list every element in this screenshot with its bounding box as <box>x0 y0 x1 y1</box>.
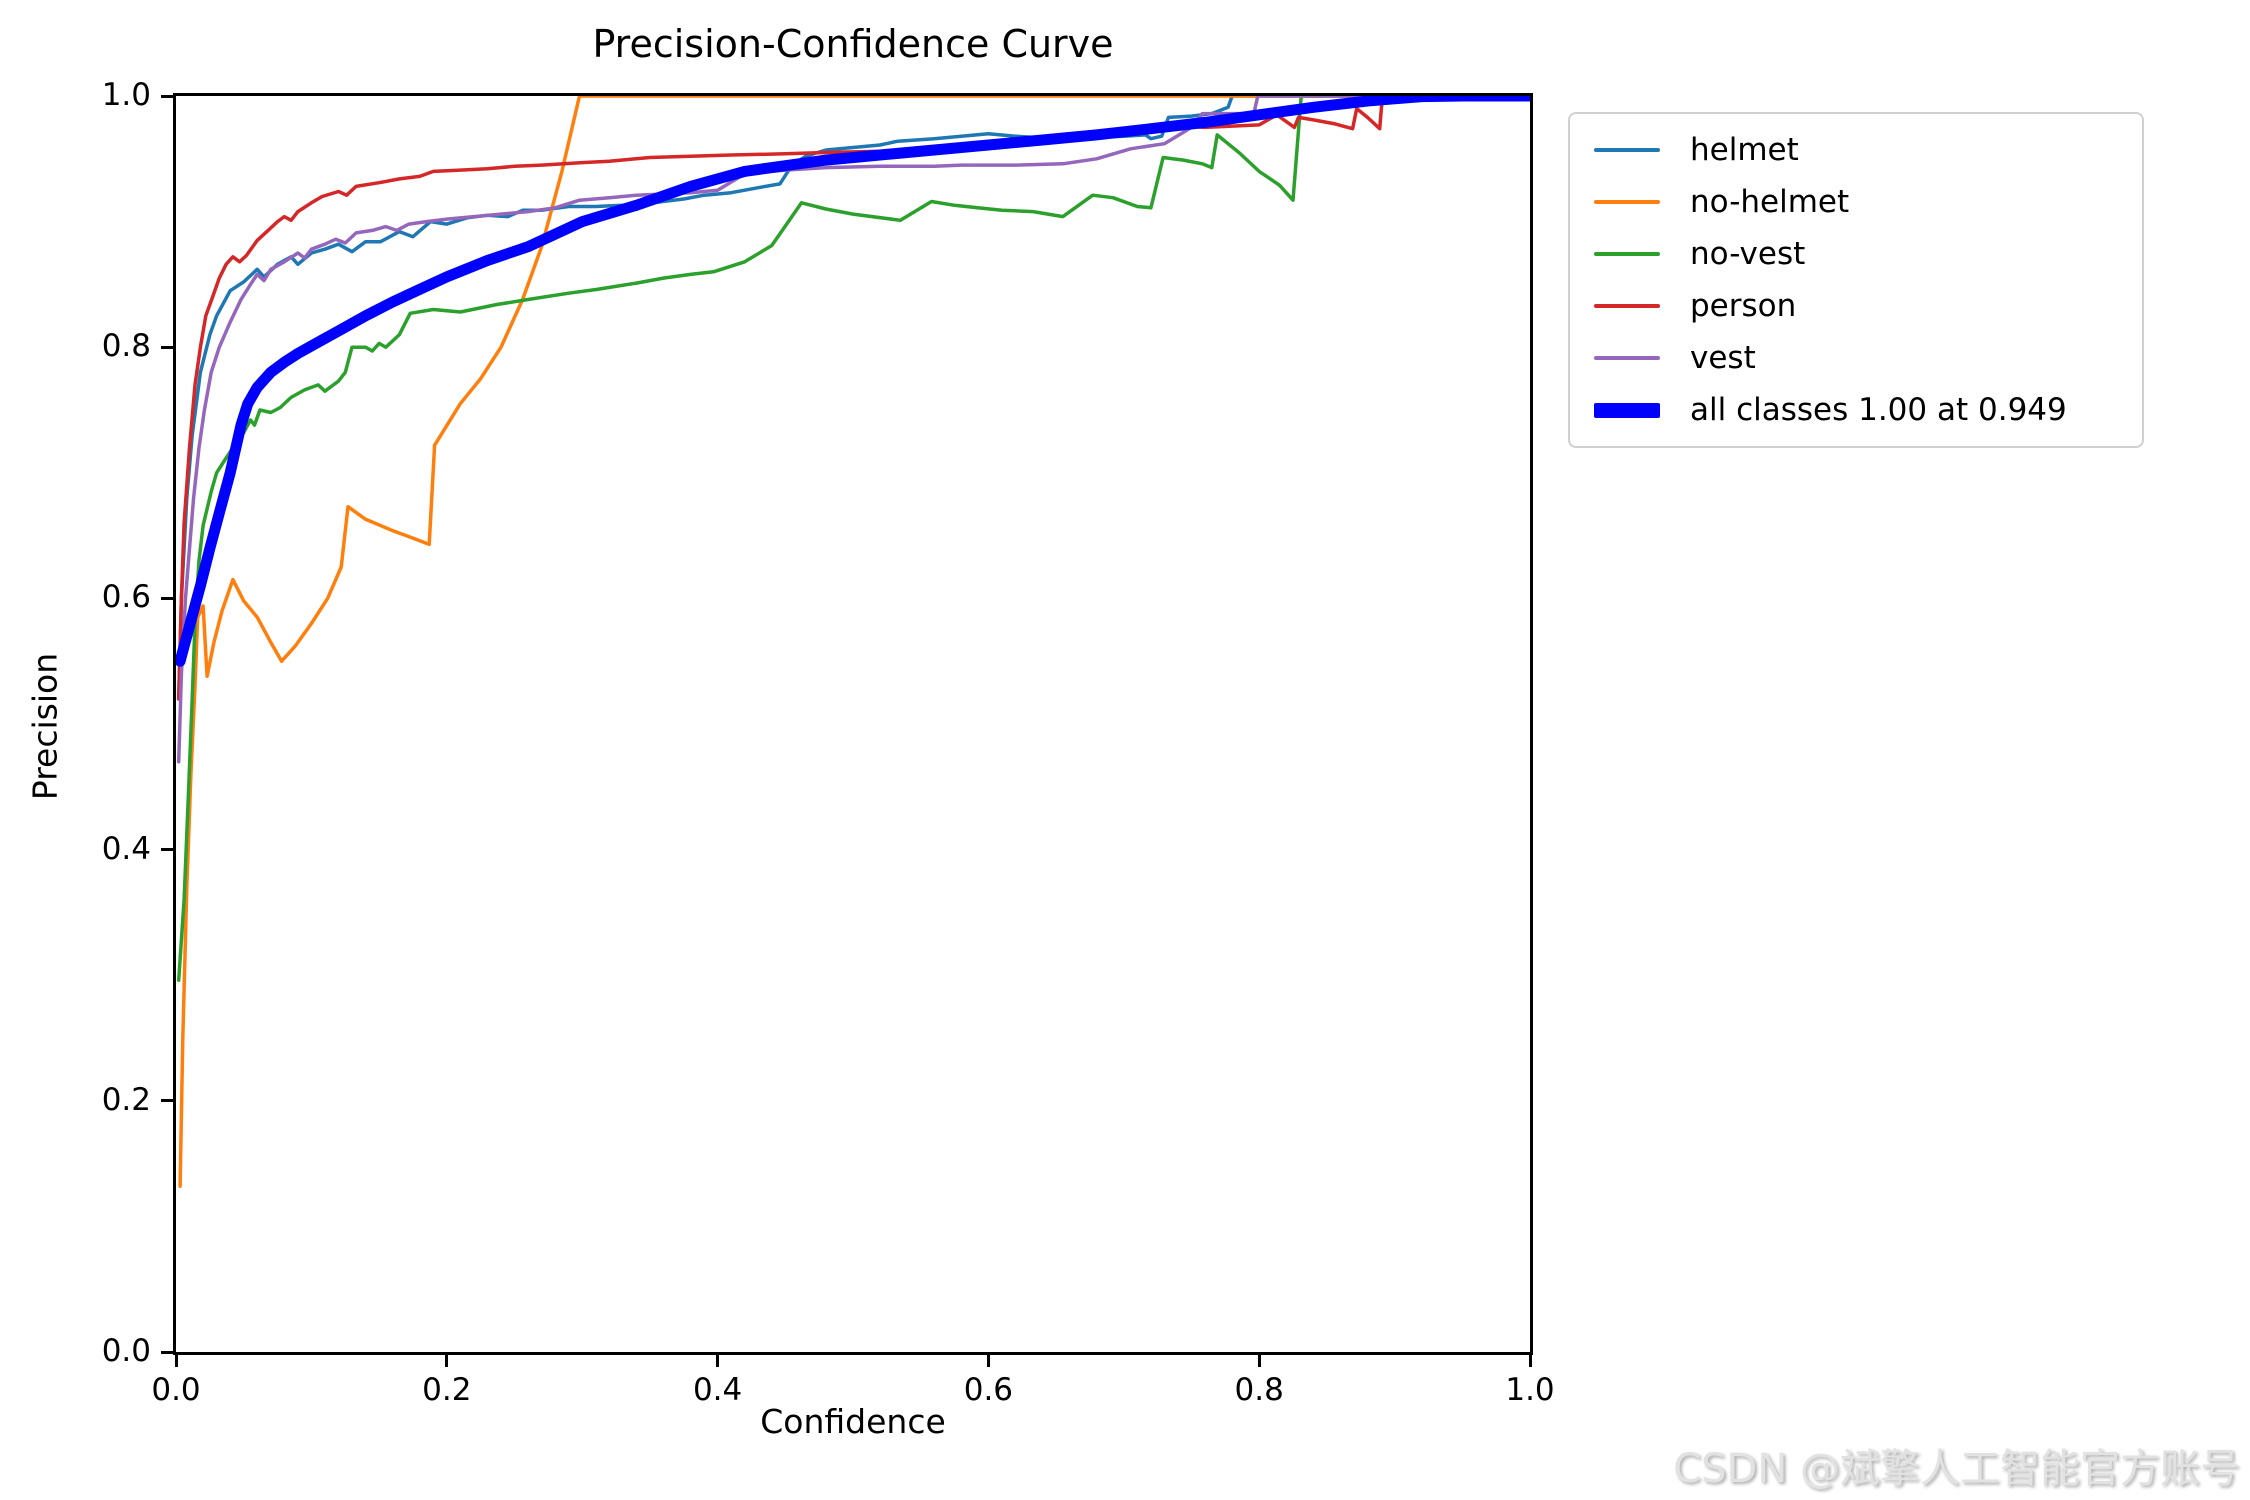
legend: helmet no-helmet no-vest person vest all clas… <box>1568 112 2144 448</box>
watermark: CSDN @斌擎人工智能官方账号 <box>1673 1446 2240 1492</box>
x-tick-label: 0.8 <box>1234 1372 1284 1408</box>
y-tick-label: 1.0 <box>101 77 151 113</box>
x-tick-mark <box>174 1355 178 1367</box>
x-axis-label: Confidence <box>760 1402 946 1441</box>
legend-line-sample <box>1594 402 1660 418</box>
legend-line-sample <box>1594 251 1660 257</box>
legend-label: person <box>1690 288 1797 324</box>
y-tick-mark <box>161 1350 173 1354</box>
curve-no-vest <box>176 96 1465 982</box>
y-tick-mark <box>161 345 173 349</box>
legend-item: helmet <box>1570 132 2142 168</box>
legend-label: no-vest <box>1690 236 1806 272</box>
legend-label: no-helmet <box>1690 184 1850 220</box>
y-tick-label: 0.4 <box>101 830 151 867</box>
plot-area <box>173 93 1533 1355</box>
x-tick-label: 0.0 <box>151 1372 201 1408</box>
legend-line-sample <box>1594 355 1660 361</box>
y-tick-label: 0.8 <box>101 328 151 365</box>
x-tick-label: 0.6 <box>963 1372 1014 1408</box>
x-tick-mark <box>1528 1355 1532 1367</box>
y-tick-mark <box>161 1099 173 1103</box>
x-tick-label: 0.2 <box>422 1372 472 1408</box>
x-tick-label: 0.4 <box>692 1372 743 1408</box>
y-tick-label: 0.6 <box>101 579 151 616</box>
legend-item: all classes 1.00 at 0.949 <box>1570 392 2142 428</box>
y-tick-label: 0.2 <box>101 1081 151 1118</box>
legend-label: vest <box>1690 340 1756 376</box>
legend-label: all classes 1.00 at 0.949 <box>1690 392 2067 428</box>
curve-no-helmet <box>178 96 1465 1188</box>
y-tick-mark <box>161 94 173 98</box>
curve-vest <box>176 96 1478 764</box>
x-tick-mark <box>445 1355 449 1367</box>
legend-item: person <box>1570 288 2142 324</box>
y-tick-mark <box>161 848 173 852</box>
legend-item: vest <box>1570 340 2142 376</box>
y-axis-label: Precision <box>25 652 65 801</box>
x-tick-mark <box>986 1355 990 1367</box>
curves-svg <box>176 96 1530 1188</box>
curve-all <box>176 96 1530 667</box>
legend-line-sample <box>1594 303 1660 309</box>
x-tick-mark <box>1257 1355 1261 1367</box>
chart-title: Precision-Confidence Curve <box>592 22 1114 66</box>
legend-label: helmet <box>1690 132 1799 168</box>
x-tick-mark <box>716 1355 720 1367</box>
legend-line-sample <box>1594 147 1660 153</box>
y-tick-mark <box>161 596 173 600</box>
legend-line-sample <box>1594 199 1660 205</box>
x-tick-label: 1.0 <box>1505 1372 1555 1408</box>
y-tick-label: 0.0 <box>101 1333 151 1369</box>
legend-item: no-helmet <box>1570 184 2142 220</box>
legend-item: no-vest <box>1570 236 2142 272</box>
